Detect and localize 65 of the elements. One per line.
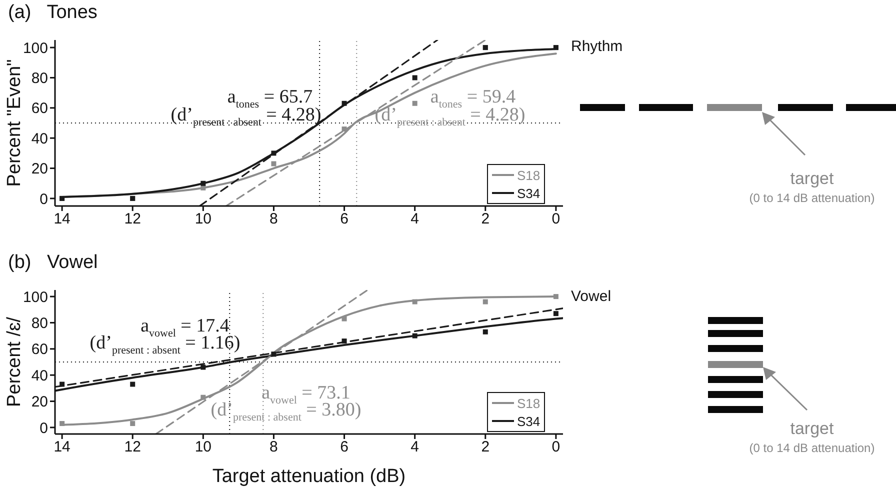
point bbox=[412, 75, 418, 80]
point bbox=[130, 382, 136, 387]
point bbox=[200, 394, 206, 400]
y-tick-label: 80 bbox=[31, 315, 48, 332]
point bbox=[60, 382, 65, 387]
point bbox=[200, 180, 206, 186]
x-tick-label: 0 bbox=[552, 210, 560, 228]
x-tick-label: 10 bbox=[194, 210, 212, 228]
point bbox=[482, 299, 488, 304]
point bbox=[342, 316, 347, 322]
x-tick-label: 4 bbox=[410, 210, 420, 228]
point bbox=[342, 126, 347, 132]
text: Rhythm bbox=[571, 38, 623, 55]
y-tick-label: 60 bbox=[31, 341, 48, 358]
legend-label: S34 bbox=[517, 186, 540, 200]
x-tick-label: 12 bbox=[124, 210, 141, 228]
x-tick-label: 10 bbox=[194, 438, 212, 456]
text: Vowel bbox=[571, 288, 612, 305]
x-axis-title: Target attenuation (dB) bbox=[212, 466, 406, 487]
point bbox=[412, 100, 418, 106]
x-tick-label: 4 bbox=[410, 438, 420, 456]
y-tick-label: 0 bbox=[40, 420, 48, 437]
y-tick-label: 100 bbox=[22, 288, 48, 306]
text: (0 to 14 dB attenuation) bbox=[749, 441, 875, 455]
point bbox=[342, 338, 347, 344]
x-tick-label: 14 bbox=[54, 438, 70, 456]
chart-title: (b) Vowel bbox=[8, 252, 98, 274]
point bbox=[412, 333, 418, 338]
x-tick-label: 0 bbox=[552, 438, 560, 456]
legend-label: S18 bbox=[517, 168, 540, 182]
legend-label: S18 bbox=[517, 396, 540, 410]
x-tick-label: 6 bbox=[340, 438, 348, 456]
y-tick-label: 0 bbox=[40, 190, 48, 208]
point bbox=[482, 329, 488, 334]
y-tick-label: 100 bbox=[22, 40, 48, 57]
point bbox=[271, 161, 276, 166]
y-axis-title: Percent /ɛ/ bbox=[4, 316, 26, 408]
point bbox=[271, 150, 276, 156]
x-tick-label: 12 bbox=[124, 438, 141, 456]
y-tick-label: 40 bbox=[31, 130, 48, 148]
y-axis-title: Percent "Even" bbox=[4, 59, 26, 187]
y-tick-label: 40 bbox=[31, 367, 48, 384]
point bbox=[200, 185, 206, 190]
point bbox=[200, 364, 206, 370]
chart-title: (a) Tones bbox=[8, 2, 98, 24]
y-tick-label: 80 bbox=[31, 70, 48, 88]
x-tick-label: 8 bbox=[270, 210, 278, 228]
y-tick-label: 60 bbox=[31, 100, 48, 118]
text: (0 to 14 dB attenuation) bbox=[749, 191, 875, 205]
point bbox=[553, 294, 558, 300]
point bbox=[130, 421, 136, 426]
point bbox=[60, 421, 65, 426]
y-tick-label: 20 bbox=[31, 394, 48, 411]
x-tick-label: 2 bbox=[481, 438, 490, 456]
point bbox=[342, 100, 347, 106]
text: target bbox=[790, 169, 834, 189]
point bbox=[553, 311, 558, 316]
x-tick-label: 2 bbox=[481, 210, 490, 228]
x-tick-label: 14 bbox=[54, 210, 70, 228]
x-tick-label: 6 bbox=[340, 210, 348, 228]
x-tick-label: 8 bbox=[270, 438, 278, 456]
legend-label: S34 bbox=[517, 414, 540, 428]
y-tick-label: 20 bbox=[31, 160, 48, 178]
text: target bbox=[790, 419, 834, 439]
point bbox=[412, 299, 418, 304]
